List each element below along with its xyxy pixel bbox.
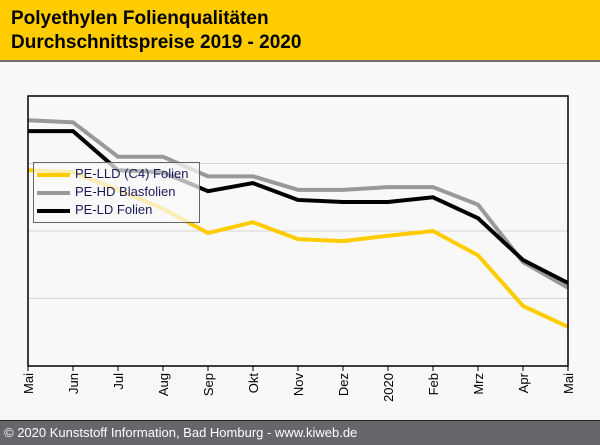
legend-label-pe-lld: PE-LLD (C4) Folien	[75, 166, 189, 181]
legend-swatch-pe-lld	[37, 173, 70, 177]
x-tick-label-1: Jun	[66, 373, 81, 394]
footer-bar: © 2020 Kunststoff Information, Bad Hombu…	[0, 420, 600, 445]
x-tick-label-9: Feb	[426, 373, 441, 395]
x-tick-label-4: Sep	[201, 373, 216, 396]
x-axis-ticks	[27, 366, 569, 371]
legend-label-pe-hd: PE-HD Blasfolien	[75, 184, 176, 199]
legend-swatch-pe-hd	[37, 191, 70, 195]
x-tick-label-6: Nov	[291, 373, 306, 397]
x-tick-label-3: Aug	[156, 373, 171, 396]
legend-item-pe-ld: PE-LD Folien	[34, 201, 199, 219]
line-chart: Mai Jun Jul Aug Sep Okt Nov Dez 2020 Feb Mrz Apr Mai	[21, 95, 576, 402]
x-axis-labels: Mai Jun Jul Aug Sep Okt Nov Dez 2020 Feb Mrz Apr Mai	[21, 372, 576, 402]
legend: PE-LLD (C4) Folien PE-HD Blasfolien PE-L…	[33, 162, 200, 223]
series-lines	[27, 118, 569, 329]
copyright-text: © 2020 Kunststoff Information, Bad Hombu…	[4, 425, 358, 440]
x-tick-label-11: Apr	[516, 372, 531, 393]
chart-title-line1: Polyethylen Folienqualitäten	[11, 8, 269, 29]
legend-item-pe-hd: PE-HD Blasfolien	[34, 183, 199, 201]
header-banner: Polyethylen Folienqualitäten Durchschnit…	[0, 0, 600, 62]
chart-title-line2: Durchschnittspreise 2019 - 2020	[11, 32, 302, 53]
x-tick-label-10: Mrz	[471, 373, 486, 395]
x-tick-label-2: Jul	[111, 373, 126, 390]
x-tick-label-8: 2020	[381, 373, 396, 402]
x-tick-label-7: Dez	[336, 373, 351, 396]
legend-item-pe-lld: PE-LLD (C4) Folien	[34, 165, 199, 183]
x-tick-label-0: Mai	[21, 373, 36, 394]
series-line-1	[27, 118, 569, 290]
x-tick-label-12: Mai	[561, 373, 576, 394]
legend-swatch-pe-ld	[37, 209, 70, 213]
x-tick-label-5: Okt	[246, 373, 261, 394]
legend-label-pe-ld: PE-LD Folien	[75, 202, 153, 217]
